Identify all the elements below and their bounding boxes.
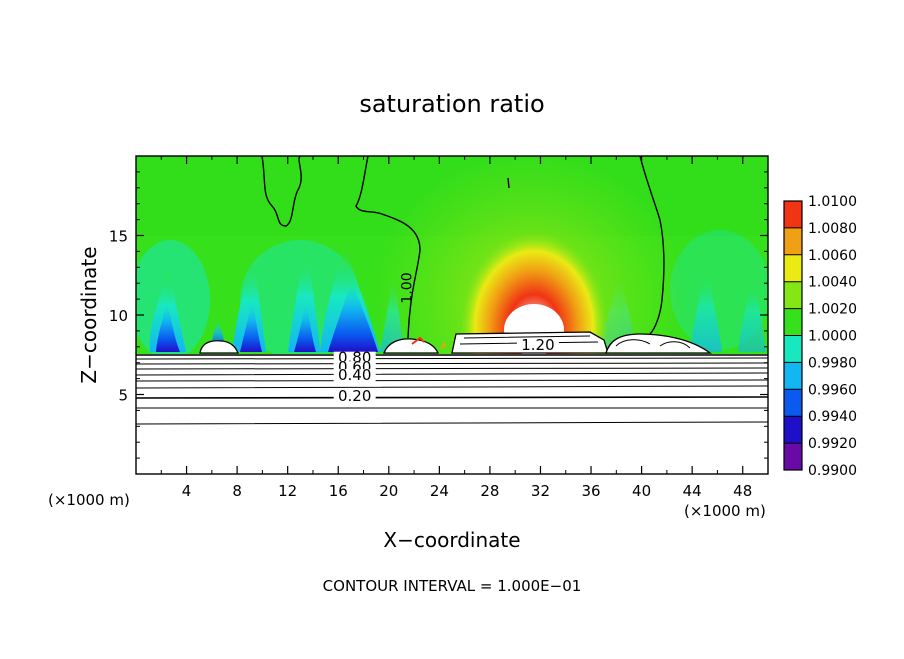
y-tick-label: 5 <box>118 387 128 405</box>
chart-title: saturation ratio <box>359 90 544 118</box>
colorbar-label: 1.0080 <box>808 221 857 237</box>
y-axis-label: Z−coordinate <box>77 246 101 383</box>
x-tick-label: 28 <box>480 482 499 500</box>
x-tick-label: 16 <box>329 482 348 500</box>
colorbar-swatch <box>784 362 802 390</box>
contour-label-bg <box>516 338 559 352</box>
colorbar-label: 0.9900 <box>808 463 857 479</box>
colorbar-swatch <box>784 227 802 255</box>
colorbar-swatch <box>784 389 802 417</box>
x-tick-label: 40 <box>632 482 651 500</box>
lower-region <box>136 354 768 474</box>
colorbar-label: 1.0060 <box>808 248 857 264</box>
colorbar: 0.9900 0.9920 0.9940 0.9960 0.9980 1.0000 1.00… <box>783 194 857 479</box>
colorbar-swatch <box>784 201 802 228</box>
colorbar-swatch <box>784 335 802 363</box>
y-axis: 5 10 15 <box>109 171 768 459</box>
colorbar-label: 1.0040 <box>808 275 857 291</box>
colorbar-label: 0.9920 <box>808 436 857 452</box>
x-tick-label: 12 <box>278 482 297 500</box>
contour-interval-note: CONTOUR INTERVAL = 1.000E−01 <box>323 577 582 595</box>
colorbar-label: 1.0100 <box>808 194 857 210</box>
x-tick-label: 24 <box>430 482 449 500</box>
x-axis-label: X−coordinate <box>383 528 520 552</box>
colorbar-label: 0.9960 <box>808 382 857 398</box>
x-tick-label: 44 <box>683 482 702 500</box>
y-tick-label: 10 <box>109 307 128 325</box>
contour-label: 0.20 <box>338 387 371 405</box>
colorbar-swatch <box>784 281 802 309</box>
contour-label: 0.40 <box>338 366 371 384</box>
x-axis: 4 8 12 16 20 24 28 32 36 40 44 48 <box>160 156 752 500</box>
colorbar-swatch <box>784 443 802 470</box>
x-unit-label-right: (×1000 m) <box>684 502 766 520</box>
x-tick-label: 8 <box>232 482 242 500</box>
contour-label: 1.00 <box>400 272 416 303</box>
x-unit-label-left: (×1000 m) <box>48 491 130 509</box>
x-tick-label: 20 <box>379 482 398 500</box>
colorbar-swatch <box>784 416 802 444</box>
colorbar-swatch <box>784 254 802 282</box>
x-tick-label: 36 <box>581 482 600 500</box>
plot-area <box>136 156 768 474</box>
colorbar-label: 1.0000 <box>808 329 857 345</box>
contour-1-00 <box>261 156 302 227</box>
colorbar-swatch <box>784 308 802 336</box>
contour-label-bg <box>333 389 376 403</box>
x-tick-label: 48 <box>733 482 752 500</box>
colorbar-label: 0.9980 <box>808 355 857 371</box>
y-tick-label: 15 <box>109 228 128 246</box>
x-tick-label: 4 <box>182 482 192 500</box>
contour-labels: 1.001.200.800.600.400.20 <box>333 272 559 405</box>
contour-label-bg <box>333 369 376 383</box>
colorbar-label: 0.9940 <box>808 409 857 425</box>
colorbar-label: 1.0020 <box>808 302 857 318</box>
x-tick-label: 32 <box>531 482 550 500</box>
contour-label: 1.20 <box>521 336 554 354</box>
